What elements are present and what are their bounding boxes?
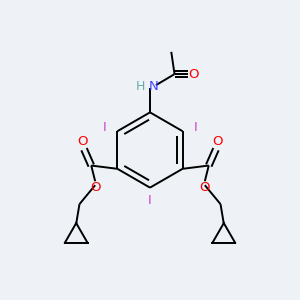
Text: O: O — [200, 181, 210, 194]
Text: O: O — [213, 136, 223, 148]
Text: I: I — [194, 121, 197, 134]
Text: H: H — [136, 80, 146, 93]
Text: O: O — [90, 181, 101, 194]
Text: O: O — [188, 68, 199, 81]
Text: I: I — [103, 121, 106, 134]
Text: O: O — [77, 136, 87, 148]
Text: N: N — [148, 80, 158, 93]
Text: I: I — [148, 194, 152, 207]
